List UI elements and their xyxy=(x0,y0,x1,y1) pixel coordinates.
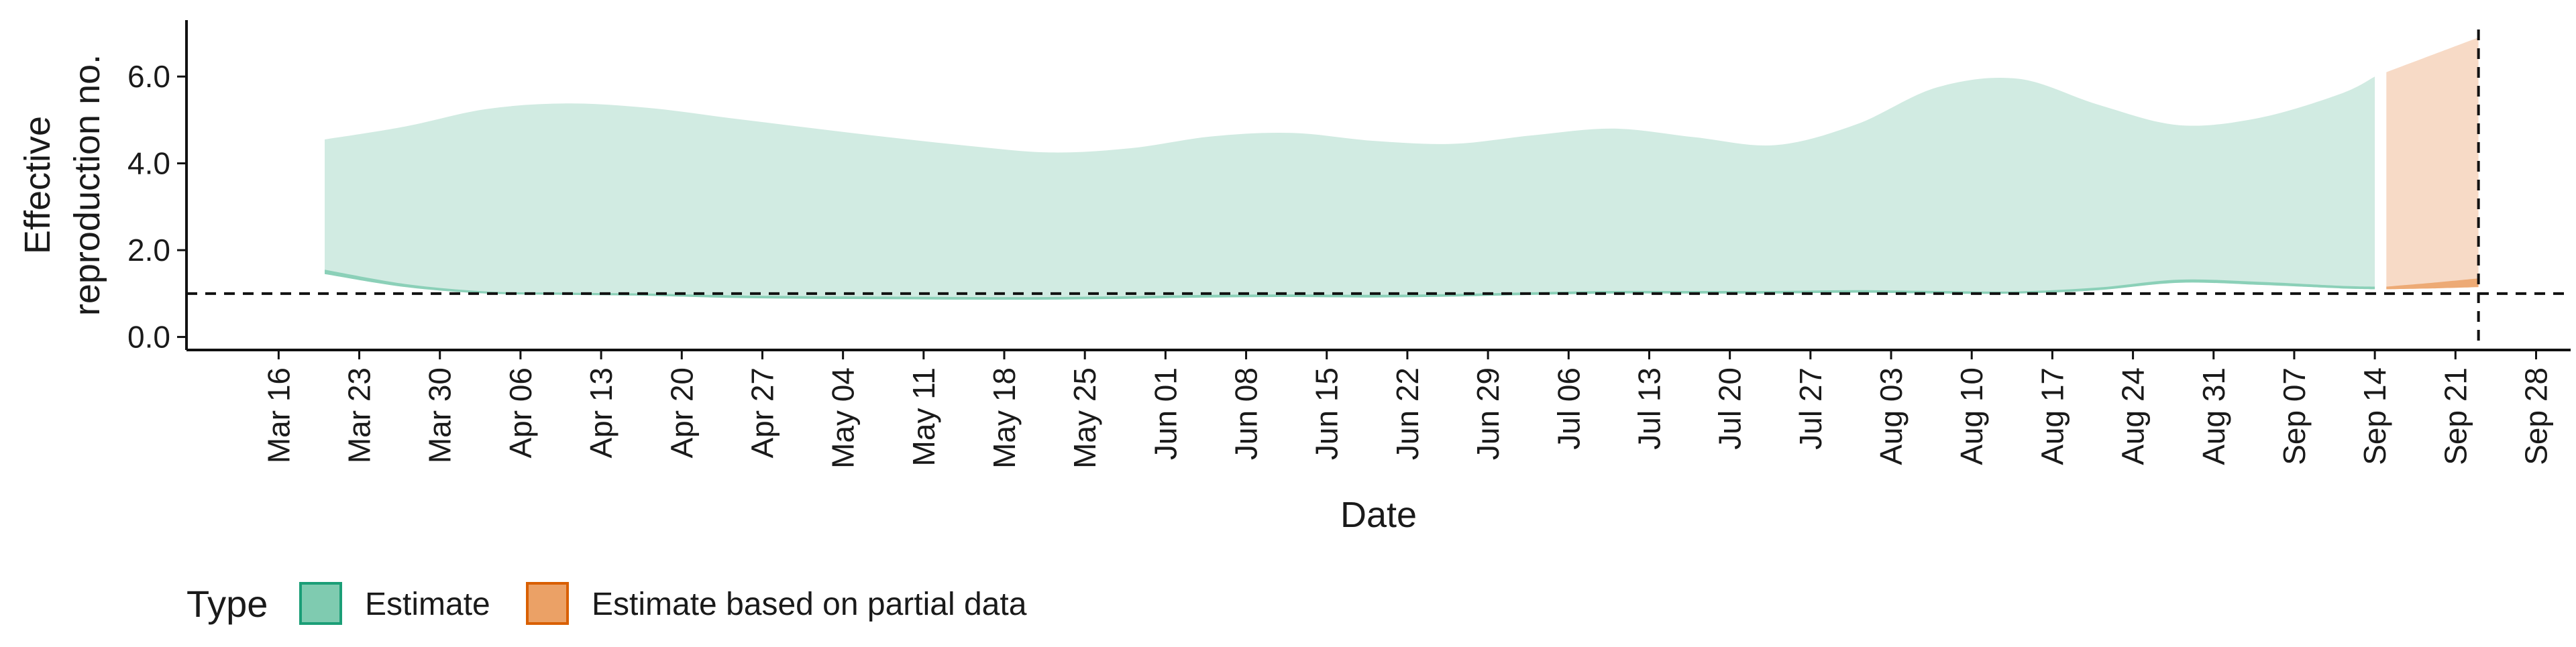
x-tick-label: Jun 29 xyxy=(1470,367,1505,460)
legend-key-partial xyxy=(526,582,569,625)
y-axis-title-line-2: reproduction no. xyxy=(67,54,107,316)
x-tick-label: Jul 06 xyxy=(1551,367,1586,450)
x-tick-label: Jul 20 xyxy=(1713,367,1748,450)
x-tick-label: Mar 23 xyxy=(342,367,377,463)
y-tick-label: 4.0 xyxy=(127,146,170,181)
legend-key-estimate xyxy=(299,582,342,625)
y-tick-label: 6.0 xyxy=(127,59,170,94)
legend-label-estimate: Estimate xyxy=(365,587,490,622)
band-inner-partial-data xyxy=(2386,278,2479,290)
y-tick-label: 0.0 xyxy=(127,320,170,355)
x-tick-label: Apr 20 xyxy=(664,367,699,459)
axes: 0.0 2.0 4.0 6.0 Mar 16 Mar 23 Mar 30 Apr 06 Apr … xyxy=(127,20,2571,469)
x-tick-label: May 04 xyxy=(826,367,861,469)
x-axis-title: Date xyxy=(1340,495,1417,535)
x-tick-label: Jun 15 xyxy=(1309,367,1344,460)
x-tick-label: Mar 16 xyxy=(261,367,296,463)
band-inner-estimate xyxy=(325,270,2375,300)
legend-title: Type xyxy=(186,583,268,625)
x-tick-label: Sep 14 xyxy=(2357,367,2392,465)
x-tick-label: Apr 06 xyxy=(503,367,538,459)
legend: Type Estimate Estimate based on partial … xyxy=(186,582,1027,625)
legend-label-partial: Estimate based on partial data xyxy=(592,587,1027,622)
x-tick-label: Aug 31 xyxy=(2196,367,2231,465)
band-outer-estimate xyxy=(325,76,2375,300)
area-layer xyxy=(325,37,2479,300)
axis-titles: Effective reproduction no. Date xyxy=(17,54,1417,535)
x-tick-label: Sep 21 xyxy=(2438,367,2473,465)
y-axis-title-line-1: Effective xyxy=(17,116,58,254)
x-tick-label: Apr 13 xyxy=(584,367,619,459)
x-tick-label: May 25 xyxy=(1067,367,1102,469)
x-tick-label: Aug 17 xyxy=(2035,367,2070,465)
x-tick-label: Sep 28 xyxy=(2518,367,2553,465)
x-tick-label: May 11 xyxy=(906,367,941,466)
x-tick-label: Aug 10 xyxy=(1954,367,1989,465)
x-tick-label: Aug 24 xyxy=(2116,367,2151,465)
x-tick-label: Jul 27 xyxy=(1793,367,1828,450)
band-outer-partial-data xyxy=(2386,37,2479,290)
x-tick-label: May 18 xyxy=(987,367,1022,469)
x-tick-label: Apr 27 xyxy=(745,367,780,459)
x-tick-label: Jul 13 xyxy=(1631,367,1666,450)
x-tick-label: Aug 03 xyxy=(1874,367,1909,465)
x-tick-label: Jun 08 xyxy=(1229,367,1264,460)
reference-lines xyxy=(186,30,2571,350)
x-tick-label: Jun 01 xyxy=(1148,367,1183,460)
y-tick-label: 2.0 xyxy=(127,233,170,268)
x-tick-label: Mar 30 xyxy=(423,367,458,463)
x-tick-label: Sep 07 xyxy=(2277,367,2312,465)
x-tick-label: Jun 22 xyxy=(1390,367,1425,460)
